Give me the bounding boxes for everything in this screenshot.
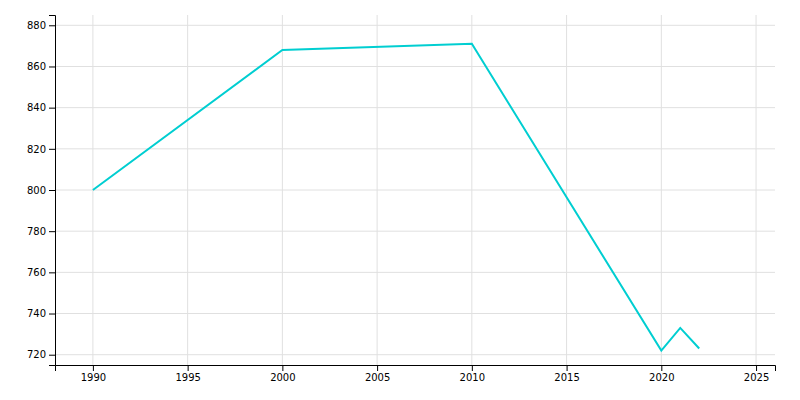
tick-mark (756, 365, 757, 371)
tick-label: 720 (27, 349, 46, 360)
tick: 720 (27, 349, 55, 360)
grid-line (55, 231, 775, 232)
tick: 840 (27, 102, 55, 113)
tick: 2010 (460, 365, 485, 383)
tick-label: 1990 (81, 372, 106, 383)
tick-mark (282, 365, 283, 371)
tick: 2015 (554, 365, 579, 383)
axis-line (49, 16, 56, 366)
tick-mark (49, 190, 55, 191)
tick-label: 1995 (175, 372, 200, 383)
tick-mark (472, 365, 473, 371)
tick-mark (377, 365, 378, 371)
tick: 1990 (81, 365, 106, 383)
tick-label: 760 (27, 267, 46, 278)
tick-label: 820 (27, 144, 46, 155)
tick-mark (49, 149, 55, 150)
tick: 2005 (365, 365, 390, 383)
plot: 1990 1995 2000 2005 2010 2015 2020 2025 720 740 76… (27, 15, 776, 383)
grid-line (55, 354, 775, 355)
tick-label: 800 (27, 185, 46, 196)
tick: 2000 (270, 365, 295, 383)
tick-label: 840 (27, 102, 46, 113)
tick: 1995 (175, 365, 200, 383)
tick-label: 880 (27, 20, 46, 31)
grid-line (55, 148, 775, 149)
tick: 880 (27, 20, 55, 31)
tick-label: 2010 (460, 372, 485, 383)
tick-label: 780 (27, 226, 46, 237)
grid-line (55, 272, 775, 273)
grid-line (55, 66, 775, 67)
grid-line (55, 107, 775, 108)
tick-mark (49, 272, 55, 273)
tick-label: 2025 (744, 372, 769, 383)
tick: 800 (27, 185, 55, 196)
grid-line (55, 190, 775, 191)
tick-mark (661, 365, 662, 371)
grid-line (55, 313, 775, 314)
tick-mark (49, 66, 55, 67)
axis-line (56, 366, 776, 372)
tick-label: 2015 (554, 372, 579, 383)
tick: 2025 (744, 365, 769, 383)
tick-mark (188, 365, 189, 371)
tick: 780 (27, 226, 55, 237)
grid-line (55, 25, 775, 26)
y-axis: 720 740 760 780 800 820 840 860 880 (27, 16, 56, 366)
tick: 820 (27, 144, 55, 155)
grid (55, 15, 775, 365)
tick-mark (49, 231, 55, 232)
tick-mark (567, 365, 568, 371)
tick-mark (49, 25, 55, 26)
tick-mark (49, 314, 55, 315)
line (93, 44, 699, 351)
chart: 1990 1995 2000 2005 2010 2015 2020 2025 720 740 76… (0, 0, 800, 400)
marks (93, 44, 699, 351)
tick: 740 (27, 308, 55, 319)
tick-mark (93, 365, 94, 371)
x-axis: 1990 1995 2000 2005 2010 2015 2020 2025 (56, 365, 776, 383)
tick-mark (49, 108, 55, 109)
tick-label: 2000 (270, 372, 295, 383)
tick-label: 2005 (365, 372, 390, 383)
tick-label: 860 (27, 61, 46, 72)
tick: 760 (27, 267, 55, 278)
tick: 860 (27, 61, 55, 72)
tick-mark (49, 355, 55, 356)
tick: 2020 (649, 365, 674, 383)
tick-label: 2020 (649, 372, 674, 383)
tick-label: 740 (27, 308, 46, 319)
